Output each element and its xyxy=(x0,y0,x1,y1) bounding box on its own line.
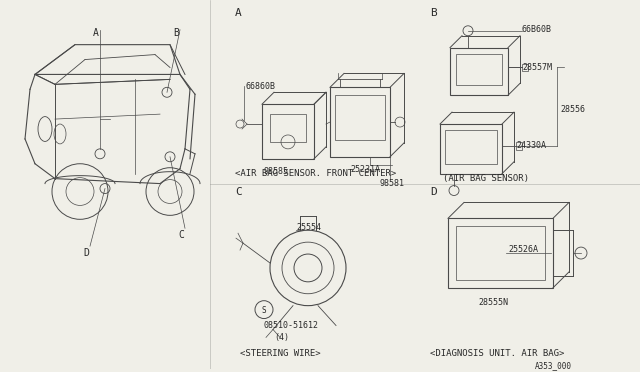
Text: 25526A: 25526A xyxy=(508,244,538,254)
Text: 98585: 98585 xyxy=(264,167,289,176)
Text: C: C xyxy=(235,187,242,196)
Text: A: A xyxy=(235,8,242,18)
Text: 25231A: 25231A xyxy=(350,165,380,174)
Text: D: D xyxy=(430,187,436,196)
Text: 25554: 25554 xyxy=(296,223,321,232)
Text: 98581: 98581 xyxy=(380,179,405,187)
Text: B: B xyxy=(430,8,436,18)
Text: 28556: 28556 xyxy=(560,105,585,114)
Text: S: S xyxy=(262,306,266,315)
Text: <AIR BAG SENSOR. FRONT CENTER>: <AIR BAG SENSOR. FRONT CENTER> xyxy=(235,169,396,178)
Text: 28557M: 28557M xyxy=(522,63,552,72)
Text: C: C xyxy=(178,230,184,240)
Text: 08510-51612: 08510-51612 xyxy=(264,321,319,330)
Text: 66B60B: 66B60B xyxy=(522,25,552,34)
Bar xyxy=(335,95,385,140)
Text: B: B xyxy=(173,28,179,38)
Text: 24330A: 24330A xyxy=(516,141,546,150)
Text: 28555N: 28555N xyxy=(478,298,508,307)
Bar xyxy=(516,142,522,150)
Text: <STEERING WIRE>: <STEERING WIRE> xyxy=(240,349,321,358)
Bar xyxy=(522,64,528,71)
Text: A: A xyxy=(93,28,99,38)
Text: (4): (4) xyxy=(274,333,289,343)
Bar xyxy=(456,54,502,85)
Text: <DIAGNOSIS UNIT. AIR BAG>: <DIAGNOSIS UNIT. AIR BAG> xyxy=(430,349,564,358)
Text: (AIR BAG SENSOR): (AIR BAG SENSOR) xyxy=(443,174,529,183)
Bar xyxy=(270,114,306,142)
Text: A353_000: A353_000 xyxy=(535,361,572,370)
Bar xyxy=(445,130,497,164)
Bar xyxy=(456,226,545,280)
Text: D: D xyxy=(83,248,89,258)
Text: 66860B: 66860B xyxy=(246,82,276,92)
